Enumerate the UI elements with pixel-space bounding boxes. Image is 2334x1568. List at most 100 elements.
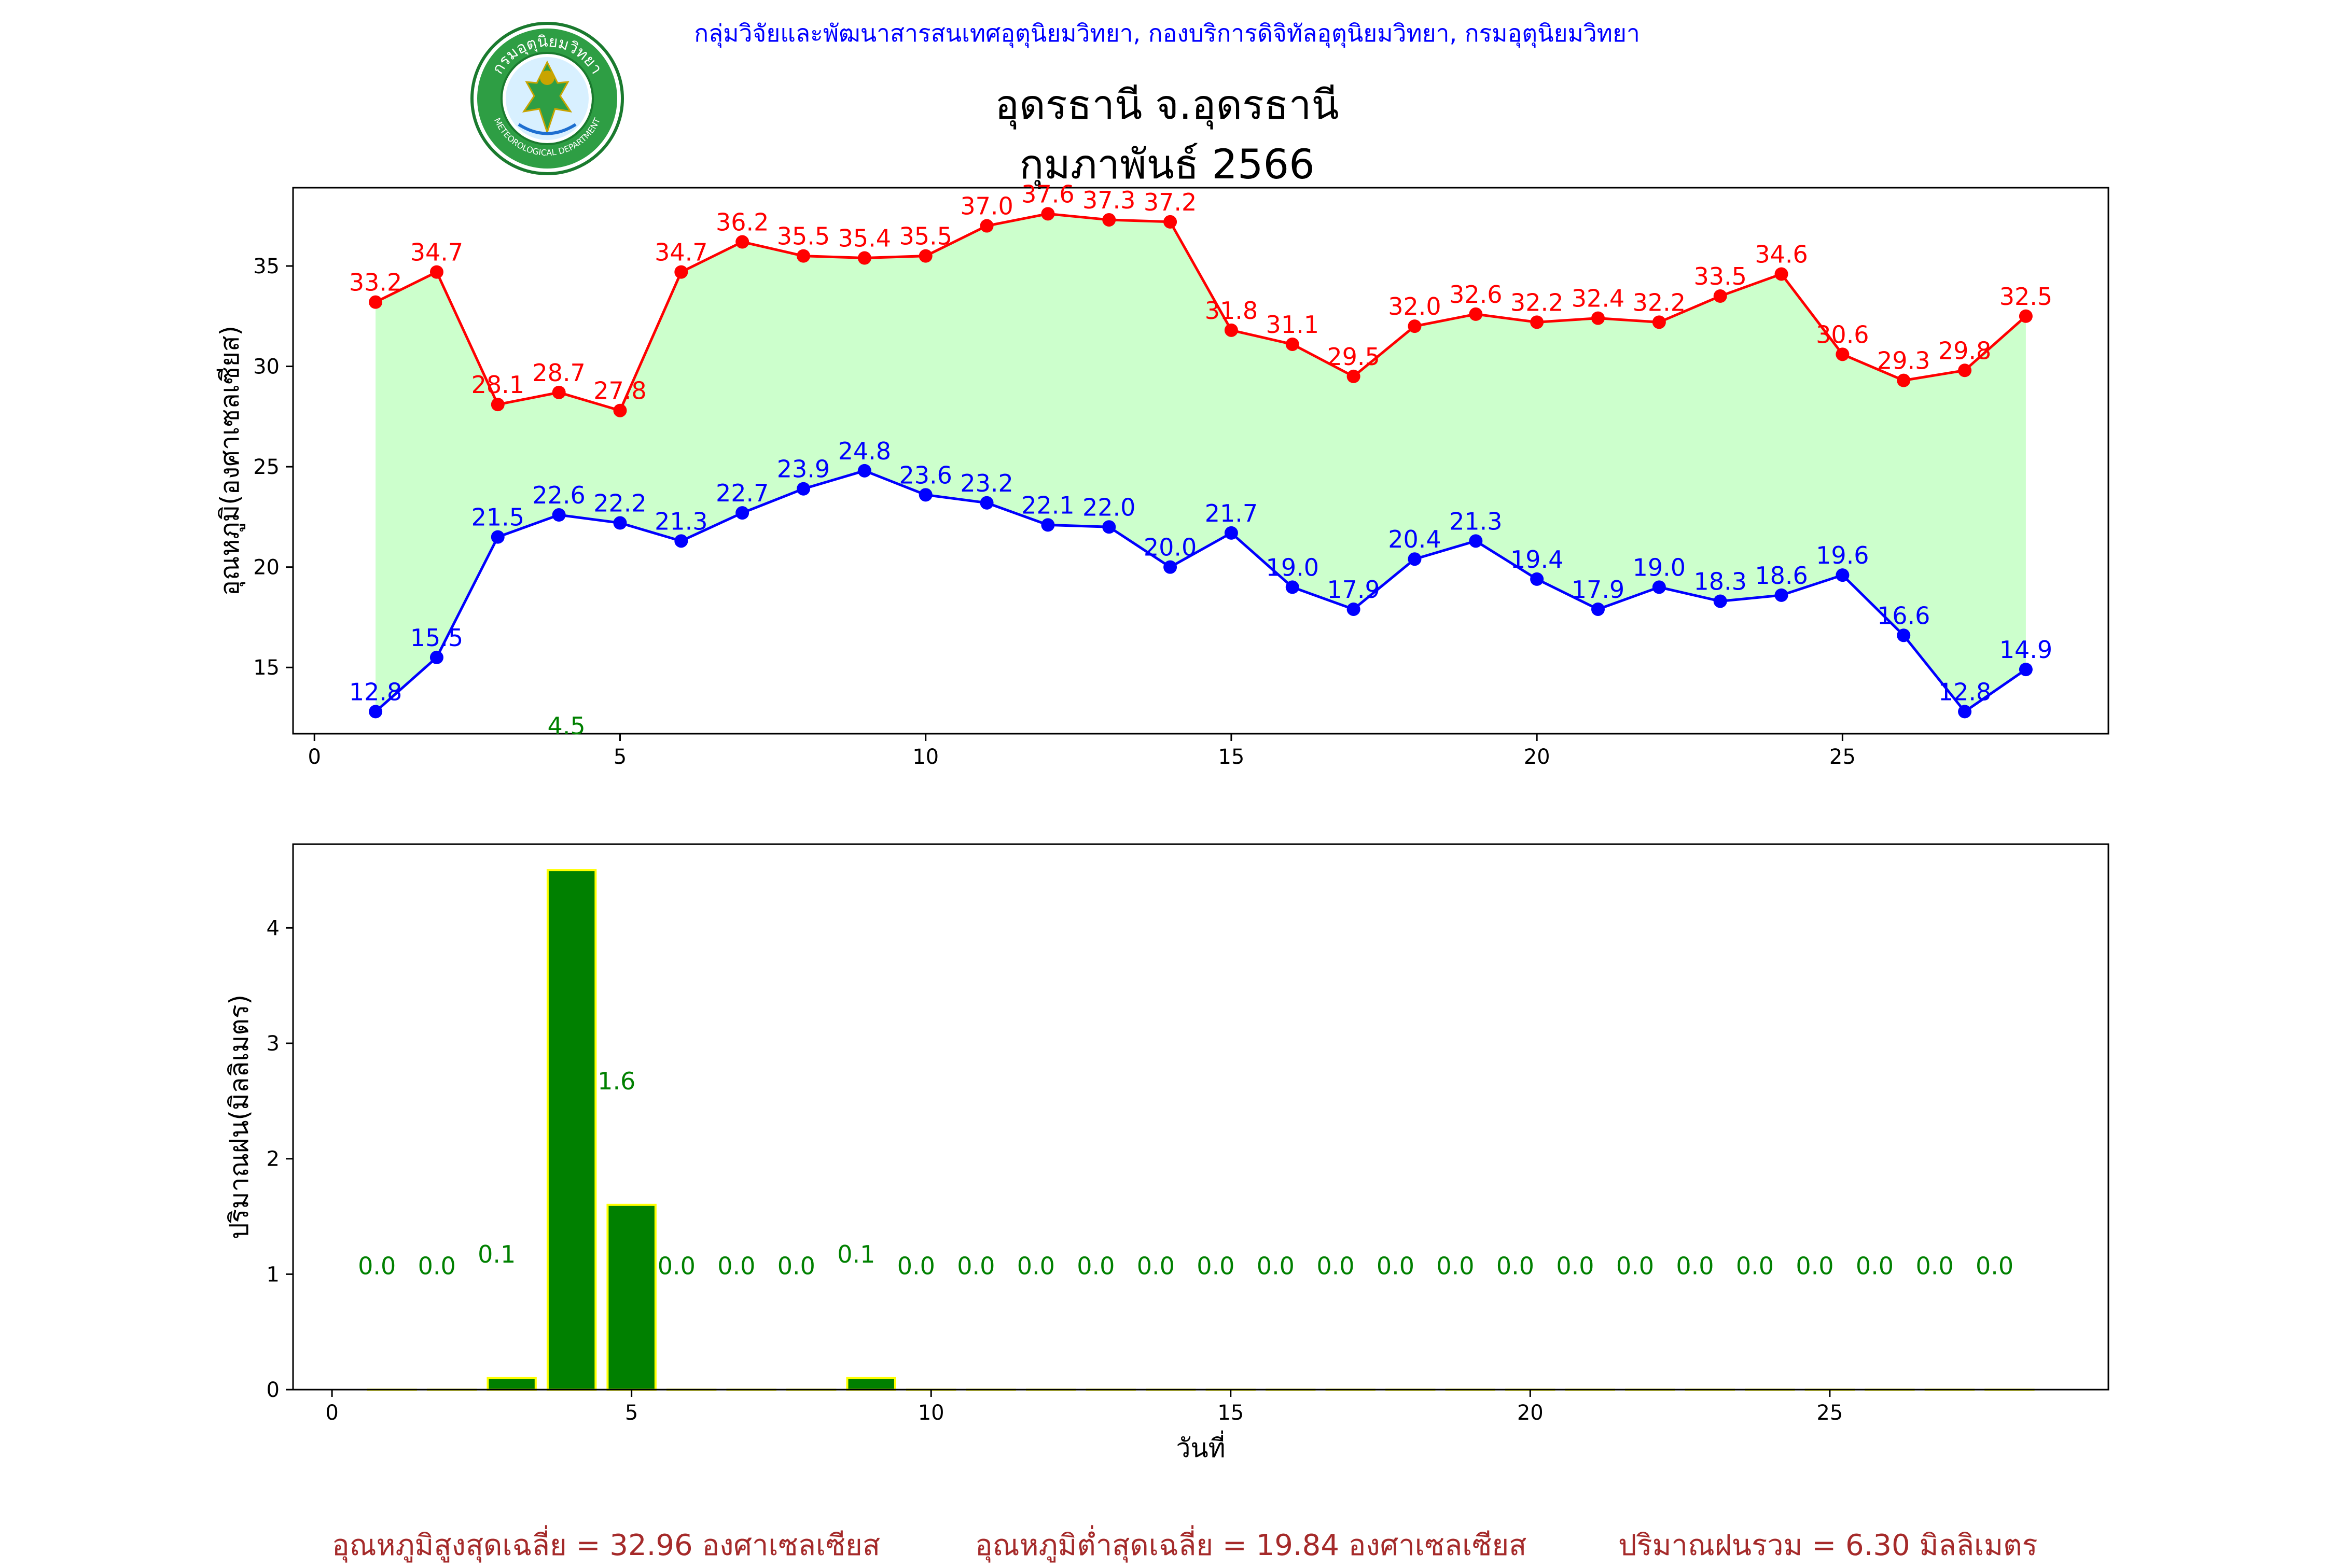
max-temperature-point xyxy=(1958,363,1971,377)
rain-data-label: 0.0 xyxy=(1915,1252,1953,1280)
max-temperature-point xyxy=(735,235,749,249)
rain-x-axis-label: วันที่ xyxy=(1176,1431,1225,1463)
max-temperature-point xyxy=(1897,374,1910,387)
min-temperature-data-label: 18.6 xyxy=(1755,562,1808,590)
max-temperature-data-label: 36.2 xyxy=(716,208,769,236)
temperature-x-tick-label: 5 xyxy=(614,745,627,769)
rain-data-label: 0.0 xyxy=(658,1252,696,1280)
max-temperature-point xyxy=(1775,267,1788,281)
min-temperature-point xyxy=(1958,705,1971,718)
min-temperature-data-label: 19.0 xyxy=(1266,553,1319,581)
min-temperature-data-label: 19.6 xyxy=(1816,541,1869,569)
max-temperature-point xyxy=(797,249,810,263)
max-temperature-data-label: 34.7 xyxy=(655,239,707,267)
max-temperature-point xyxy=(1347,370,1360,383)
rain-data-label: 0.0 xyxy=(1137,1252,1175,1280)
max-temperature-data-label: 37.6 xyxy=(1021,180,1074,208)
max-temperature-point xyxy=(1530,315,1544,329)
rain-bar xyxy=(847,1378,895,1390)
min-temperature-data-label: 14.9 xyxy=(1999,636,2052,664)
max-temperature-point xyxy=(1652,315,1666,329)
rain-y-axis-label: ปริมาณฝน(มิลลิเมตร) xyxy=(224,995,254,1239)
rain-data-label: 0.0 xyxy=(957,1252,995,1280)
avg-min-summary: อุณหภูมิต่ำสุดเฉลี่ย = 19.84 องศาเซลเซีย… xyxy=(975,1522,1526,1568)
rain-data-label: 0.0 xyxy=(1736,1252,1774,1280)
max-temperature-data-label: 29.3 xyxy=(1877,347,1930,375)
rain-y-tick-label: 0 xyxy=(267,1378,280,1402)
min-temperature-point xyxy=(1469,534,1482,548)
rain-data-label: 0.0 xyxy=(1017,1252,1055,1280)
rain-data-label: 0.0 xyxy=(1077,1252,1115,1280)
temperature-range-fill xyxy=(376,214,2026,711)
min-temperature-point xyxy=(1836,568,1849,582)
min-temperature-data-label: 16.6 xyxy=(1877,601,1930,629)
min-temperature-data-label: 19.0 xyxy=(1633,553,1686,581)
min-temperature-point xyxy=(1591,603,1605,616)
temperature-x-tick-label: 15 xyxy=(1218,745,1244,769)
max-temperature-point xyxy=(613,404,627,417)
min-temperature-point xyxy=(1530,572,1544,586)
rain-data-label: 0.0 xyxy=(717,1252,755,1280)
max-temperature-point xyxy=(1836,347,1849,361)
max-temperature-data-label: 33.2 xyxy=(349,269,402,297)
min-temperature-point xyxy=(1225,526,1238,540)
rain-data-label: 0.0 xyxy=(1496,1252,1534,1280)
min-temperature-point xyxy=(1102,520,1116,534)
max-temperature-data-label: 35.4 xyxy=(838,224,891,252)
rain-data-label: 0.0 xyxy=(1556,1252,1594,1280)
rain-data-label: 0.0 xyxy=(1257,1252,1295,1280)
min-temperature-data-label: 17.9 xyxy=(1572,576,1624,604)
min-temperature-point xyxy=(674,534,688,548)
max-temperature-point xyxy=(1225,324,1238,337)
max-temperature-data-label: 34.7 xyxy=(410,239,463,267)
rain-x-tick-label: 5 xyxy=(625,1401,638,1425)
min-temperature-data-label: 21.3 xyxy=(1449,507,1502,535)
min-temperature-data-label: 22.6 xyxy=(532,481,585,509)
max-temperature-point xyxy=(369,296,382,309)
max-temperature-data-label: 32.2 xyxy=(1633,288,1686,316)
max-temperature-data-label: 34.6 xyxy=(1755,240,1808,268)
min-temperature-point xyxy=(1286,580,1299,594)
min-temperature-data-label: 21.7 xyxy=(1205,499,1258,527)
rain-data-label: 1.6 xyxy=(598,1067,635,1095)
rain-y-tick-label: 4 xyxy=(267,916,280,940)
rain-data-label: 0.0 xyxy=(1856,1252,1894,1280)
max-temperature-point xyxy=(1591,312,1605,325)
min-temperature-data-label: 19.4 xyxy=(1510,545,1563,573)
min-temperature-point xyxy=(919,488,933,501)
max-temperature-point xyxy=(430,265,443,279)
rain-data-label: 0.0 xyxy=(1616,1252,1654,1280)
min-temperature-point xyxy=(1775,589,1788,602)
min-temperature-point xyxy=(797,482,810,496)
min-temperature-point xyxy=(1897,628,1910,642)
temperature-y-tick-label: 30 xyxy=(253,355,280,379)
min-temperature-point xyxy=(1652,580,1666,594)
avg-max-summary: อุณหภูมิสูงสุดเฉลี่ย = 32.96 องศาเซลเซีย… xyxy=(332,1522,880,1568)
rain-y-tick-label: 1 xyxy=(267,1263,280,1286)
rain-data-label: 0.1 xyxy=(478,1240,516,1268)
max-temperature-data-label: 29.8 xyxy=(1938,337,1991,365)
max-temperature-point xyxy=(858,251,871,264)
max-temperature-point xyxy=(1286,338,1299,351)
rain-x-tick-label: 10 xyxy=(918,1401,944,1425)
max-temperature-point xyxy=(1408,319,1421,333)
temperature-y-tick-label: 15 xyxy=(253,656,280,680)
min-temperature-point xyxy=(735,506,749,520)
min-temperature-data-label: 17.9 xyxy=(1327,576,1380,604)
rain-data-label: 0.0 xyxy=(1796,1252,1833,1280)
max-temperature-data-label: 30.6 xyxy=(1816,320,1869,348)
rain-x-tick-label: 15 xyxy=(1217,1401,1244,1425)
rain-data-label: 0.0 xyxy=(1976,1252,2013,1280)
min-temperature-data-label: 21.3 xyxy=(655,507,707,535)
min-temperature-point xyxy=(491,530,505,544)
max-temperature-data-label: 27.8 xyxy=(593,377,646,405)
rain-data-label: 0.0 xyxy=(1436,1252,1474,1280)
max-temperature-data-label: 28.1 xyxy=(471,371,524,399)
min-temperature-point xyxy=(1163,561,1177,574)
total-rain-summary: ปริมาณฝนรวม = 6.30 มิลลิเมตร xyxy=(1618,1522,2038,1568)
rain-y-tick-label: 2 xyxy=(267,1147,280,1171)
max-temperature-data-label: 32.6 xyxy=(1449,281,1502,309)
max-temperature-point xyxy=(1102,213,1116,227)
max-temperature-data-label: 32.2 xyxy=(1510,288,1563,316)
temperature-x-tick-label: 10 xyxy=(912,745,939,769)
